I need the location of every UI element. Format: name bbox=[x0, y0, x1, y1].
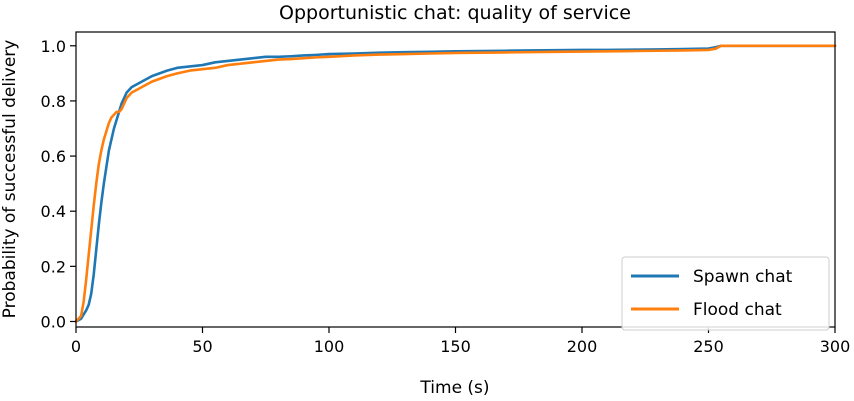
x-tick-label: 150 bbox=[440, 337, 471, 356]
y-tick-label: 0.8 bbox=[41, 92, 66, 111]
y-axis-label: Probability of successful delivery bbox=[0, 40, 20, 319]
series-layer bbox=[74, 44, 837, 323]
x-tick-label: 50 bbox=[192, 337, 212, 356]
y-tick-label: 1.0 bbox=[41, 37, 66, 56]
x-tick-label: 200 bbox=[567, 337, 598, 356]
legend: Spawn chat Flood chat bbox=[621, 256, 830, 331]
chart-title: Opportunistic chat: quality of service bbox=[279, 2, 631, 24]
legend-label-spawn: Spawn chat bbox=[693, 267, 793, 287]
legend-label-flood: Flood chat bbox=[693, 300, 782, 320]
series-line-1 bbox=[74, 44, 837, 323]
x-axis-label: Time (s) bbox=[419, 378, 489, 398]
x-axis: 0 50 100 150 200 250 300 bbox=[71, 327, 850, 356]
x-tick-label: 250 bbox=[693, 337, 724, 356]
y-tick-label: 0.6 bbox=[41, 147, 66, 166]
y-tick-label: 0.4 bbox=[41, 202, 66, 221]
y-tick-label: 0.2 bbox=[41, 257, 66, 276]
x-tick-label: 0 bbox=[71, 337, 81, 356]
series-line-0 bbox=[74, 44, 837, 323]
x-tick-label: 300 bbox=[820, 337, 851, 356]
y-tick-label: 0.0 bbox=[41, 312, 66, 331]
y-axis: 0.0 0.2 0.4 0.6 0.8 1.0 bbox=[41, 37, 76, 331]
x-tick-label: 100 bbox=[314, 337, 345, 356]
